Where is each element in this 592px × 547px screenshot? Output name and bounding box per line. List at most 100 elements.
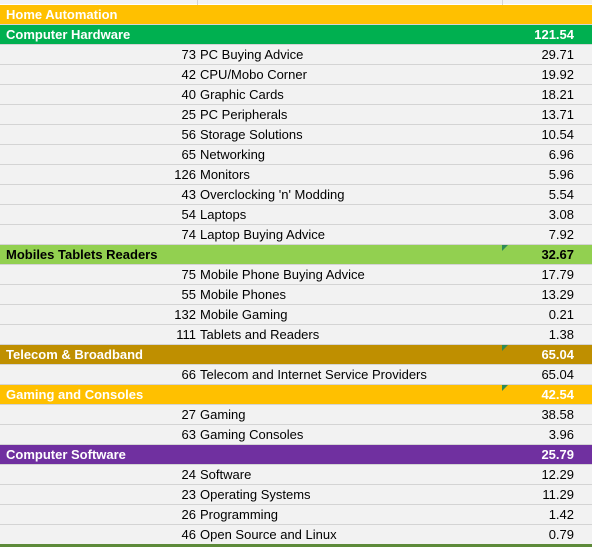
- column-gridline: [502, 0, 503, 5]
- category-row[interactable]: Gaming and Consoles 42.54: [0, 385, 592, 405]
- forum-row[interactable]: 73 PC Buying Advice 29.71: [0, 45, 592, 65]
- forum-id: 65: [181, 147, 196, 162]
- category-name: Computer Software: [6, 447, 126, 462]
- forum-id: 26: [181, 507, 196, 522]
- forum-row[interactable]: 74 Laptop Buying Advice 7.92: [0, 225, 592, 245]
- forum-name: PC Peripherals: [200, 107, 288, 122]
- forum-value: 38.58: [541, 407, 574, 422]
- comment-marker-icon: [502, 385, 508, 391]
- category-total: 42.54: [541, 387, 574, 402]
- forum-name: Laptop Buying Advice: [200, 227, 326, 242]
- category-row[interactable]: Mobiles Tablets Readers 32.67: [0, 245, 592, 265]
- category-name: Home Automation: [6, 7, 118, 22]
- forum-value: 13.29: [541, 287, 574, 302]
- forum-value: 11.29: [542, 487, 574, 502]
- forum-row[interactable]: 132 Mobile Gaming 0.21: [0, 305, 592, 325]
- forum-row[interactable]: 56 Storage Solutions 10.54: [0, 125, 592, 145]
- category-row[interactable]: Computer Hardware 121.54: [0, 25, 592, 45]
- forum-row[interactable]: 55 Mobile Phones 13.29: [0, 285, 592, 305]
- forum-row[interactable]: 42 CPU/Mobo Corner 19.92: [0, 65, 592, 85]
- comment-marker-icon: [502, 345, 508, 351]
- forum-value: 29.71: [541, 47, 574, 62]
- forum-row[interactable]: 25 PC Peripherals 13.71: [0, 105, 592, 125]
- comment-marker-icon: [502, 245, 508, 251]
- forum-name: Mobile Phone Buying Advice: [200, 267, 365, 282]
- forum-value: 5.54: [548, 187, 574, 202]
- forum-name: Storage Solutions: [200, 127, 303, 142]
- forum-row[interactable]: 43 Overclocking 'n' Modding 5.54: [0, 185, 592, 205]
- forum-value: 3.08: [548, 207, 574, 222]
- forum-value: 65.04: [541, 367, 574, 382]
- forum-row[interactable]: 26 Programming 1.42: [0, 505, 592, 525]
- forum-value: 13.71: [541, 107, 574, 122]
- forum-value: 3.96: [548, 427, 574, 442]
- forum-name: Open Source and Linux: [200, 527, 337, 542]
- forum-name: Monitors: [200, 167, 250, 182]
- forum-id: 74: [181, 227, 196, 242]
- forum-name: Networking: [200, 147, 266, 162]
- forum-id: 43: [181, 187, 196, 202]
- forum-name: Software: [200, 467, 252, 482]
- forum-row[interactable]: 75 Mobile Phone Buying Advice 17.79: [0, 265, 592, 285]
- forum-name: Overclocking 'n' Modding: [200, 187, 345, 202]
- forum-id: 40: [181, 87, 196, 102]
- category-row[interactable]: Computer Software 25.79: [0, 445, 592, 465]
- forum-row[interactable]: 65 Networking 6.96: [0, 145, 592, 165]
- forum-id: 132: [174, 307, 196, 322]
- forum-name: Mobile Gaming: [200, 307, 288, 322]
- forum-row[interactable]: 111 Tablets and Readers 1.38: [0, 325, 592, 345]
- forum-id: 63: [181, 427, 196, 442]
- forum-id: 56: [181, 127, 196, 142]
- forum-value: 18.21: [541, 87, 574, 102]
- category-total: 25.79: [541, 447, 574, 462]
- category-total: 65.04: [541, 347, 574, 362]
- forum-value: 1.38: [548, 327, 574, 342]
- forum-id: 27: [181, 407, 196, 422]
- forum-id: 46: [181, 527, 196, 542]
- category-row[interactable]: Telecom & Broadband 65.04: [0, 345, 592, 365]
- forum-value: 17.79: [541, 267, 574, 282]
- forum-id: 66: [181, 367, 196, 382]
- forum-row[interactable]: 23 Operating Systems 11.29: [0, 485, 592, 505]
- forum-name: PC Buying Advice: [200, 47, 304, 62]
- forum-id: 54: [181, 207, 196, 222]
- forum-id: 126: [174, 167, 196, 182]
- forum-value: 1.42: [548, 507, 574, 522]
- forum-value: 7.92: [548, 227, 574, 242]
- forum-value: 10.54: [541, 127, 574, 142]
- forum-id: 42: [181, 67, 196, 82]
- forum-value: 6.96: [548, 147, 574, 162]
- forum-id: 24: [181, 467, 196, 482]
- forum-id: 73: [181, 47, 196, 62]
- column-gridline: [197, 0, 198, 5]
- forum-name: Programming: [200, 507, 279, 522]
- forum-name: Operating Systems: [200, 487, 311, 502]
- forum-name: Telecom and Internet Service Providers: [200, 367, 427, 382]
- forum-row[interactable]: 66 Telecom and Internet Service Providers…: [0, 365, 592, 385]
- category-name: Mobiles Tablets Readers: [6, 247, 158, 262]
- forum-row[interactable]: 46 Open Source and Linux 0.79: [0, 525, 592, 545]
- category-name: Gaming and Consoles: [6, 387, 144, 402]
- forum-row[interactable]: 24 Software 12.29: [0, 465, 592, 485]
- forum-id: 55: [181, 287, 196, 302]
- forum-name: Gaming: [200, 407, 246, 422]
- forum-row[interactable]: 126 Monitors 5.96: [0, 165, 592, 185]
- category-name: Telecom & Broadband: [6, 347, 144, 362]
- forum-row[interactable]: 27 Gaming 38.58: [0, 405, 592, 425]
- forum-id: 23: [181, 487, 196, 502]
- forum-name: Tablets and Readers: [200, 327, 320, 342]
- category-total: 121.54: [534, 27, 574, 42]
- forum-row[interactable]: 40 Graphic Cards 18.21: [0, 85, 592, 105]
- forum-name: Gaming Consoles: [200, 427, 304, 442]
- forum-name: Graphic Cards: [200, 87, 284, 102]
- category-total: 32.67: [541, 247, 574, 262]
- forum-name: Laptops: [200, 207, 247, 222]
- forum-id: 111: [176, 327, 196, 342]
- category-row[interactable]: Home Automation: [0, 5, 592, 25]
- top-strip: [0, 0, 592, 4]
- forum-value: 0.21: [548, 307, 574, 322]
- forum-row[interactable]: 63 Gaming Consoles 3.96: [0, 425, 592, 445]
- forum-value: 12.29: [541, 467, 574, 482]
- forum-row[interactable]: 54 Laptops 3.08: [0, 205, 592, 225]
